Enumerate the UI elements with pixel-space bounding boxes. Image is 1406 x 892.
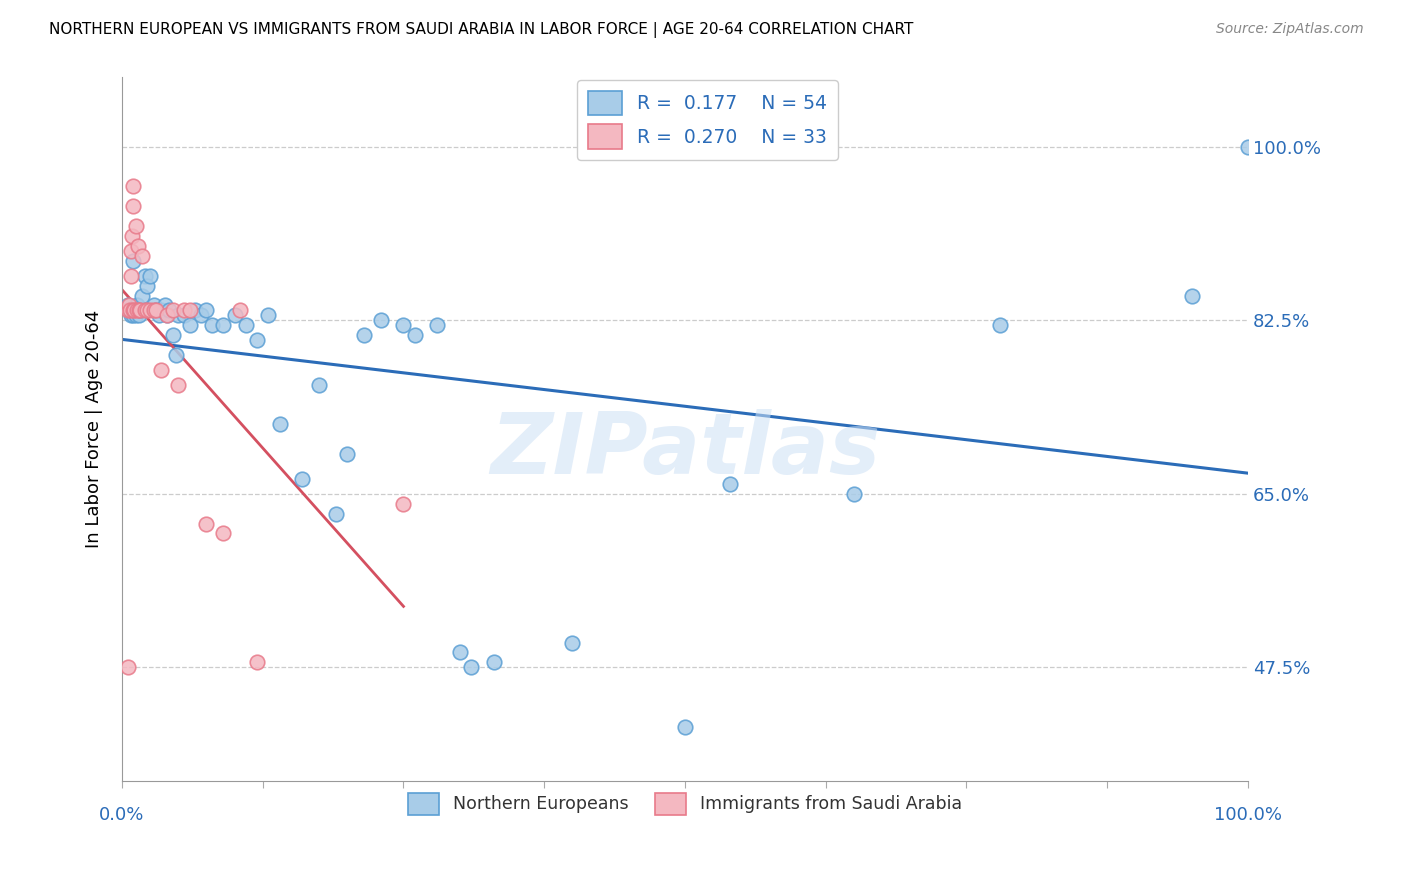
Point	[120, 244, 142, 258]
Point	[201, 318, 224, 333]
Point	[392, 497, 415, 511]
Point	[118, 303, 141, 318]
Y-axis label: In Labor Force | Age 20-64: In Labor Force | Age 20-64	[86, 310, 103, 549]
Text: Source: ZipAtlas.com: Source: ZipAtlas.com	[1216, 22, 1364, 37]
Point	[157, 303, 180, 318]
Point	[128, 309, 150, 323]
Point	[325, 507, 347, 521]
Point	[426, 318, 449, 333]
Legend: Northern Europeans, Immigrants from Saudi Arabia: Northern Europeans, Immigrants from Saud…	[401, 786, 969, 822]
Point	[142, 298, 165, 312]
Point	[135, 278, 157, 293]
Point	[148, 309, 170, 323]
Point	[129, 303, 152, 318]
Point	[128, 303, 150, 318]
Point	[173, 303, 195, 318]
Point	[269, 417, 291, 432]
Point	[165, 348, 187, 362]
Point	[1180, 288, 1202, 302]
Point	[122, 199, 145, 213]
Point	[131, 288, 153, 302]
Point	[145, 303, 167, 318]
Point	[122, 309, 145, 323]
Point	[134, 303, 156, 318]
Point	[125, 298, 148, 312]
Point	[117, 298, 139, 312]
Point	[718, 476, 741, 491]
Point	[150, 363, 173, 377]
Point	[291, 472, 314, 486]
Point	[179, 303, 201, 318]
Point	[184, 303, 207, 318]
Point	[212, 318, 235, 333]
Point	[118, 298, 141, 312]
Text: 0.0%: 0.0%	[100, 806, 145, 824]
Point	[370, 313, 392, 327]
Point	[404, 328, 426, 343]
Point	[135, 303, 157, 318]
Point	[124, 219, 146, 234]
Point	[162, 328, 184, 343]
Point	[246, 333, 269, 347]
Point	[122, 179, 145, 194]
Point	[257, 309, 280, 323]
Point	[120, 309, 142, 323]
Point	[482, 656, 505, 670]
Point	[124, 309, 146, 323]
Text: ZIPatlas: ZIPatlas	[489, 409, 880, 492]
Point	[353, 328, 375, 343]
Point	[120, 268, 142, 283]
Point	[156, 309, 179, 323]
Point	[153, 298, 176, 312]
Point	[129, 303, 152, 318]
Point	[224, 309, 246, 323]
Point	[122, 253, 145, 268]
Point	[460, 660, 482, 674]
Point	[167, 377, 190, 392]
Point	[449, 645, 471, 659]
Point	[139, 268, 162, 283]
Point	[246, 656, 269, 670]
Point	[235, 318, 257, 333]
Point	[125, 303, 148, 318]
Point	[127, 239, 149, 253]
Point	[117, 303, 139, 318]
Point	[308, 377, 330, 392]
Point	[1237, 140, 1260, 154]
Point	[842, 487, 865, 501]
Point	[145, 303, 167, 318]
Point	[122, 303, 145, 318]
Point	[167, 309, 190, 323]
Point	[117, 660, 139, 674]
Point	[173, 309, 195, 323]
Point	[124, 303, 146, 318]
Point	[131, 249, 153, 263]
Point	[673, 720, 696, 734]
Point	[142, 303, 165, 318]
Point	[229, 303, 252, 318]
Point	[212, 526, 235, 541]
Point	[162, 303, 184, 318]
Point	[195, 303, 218, 318]
Point	[179, 318, 201, 333]
Point	[150, 303, 173, 318]
Point	[561, 635, 583, 649]
Text: NORTHERN EUROPEAN VS IMMIGRANTS FROM SAUDI ARABIA IN LABOR FORCE | AGE 20-64 COR: NORTHERN EUROPEAN VS IMMIGRANTS FROM SAU…	[49, 22, 914, 38]
Point	[156, 309, 179, 323]
Point	[118, 303, 141, 318]
Point	[190, 309, 212, 323]
Point	[139, 303, 162, 318]
Point	[134, 268, 156, 283]
Point	[195, 516, 218, 531]
Point	[988, 318, 1011, 333]
Point	[392, 318, 415, 333]
Point	[336, 447, 359, 461]
Text: 100.0%: 100.0%	[1213, 806, 1282, 824]
Point	[121, 229, 143, 244]
